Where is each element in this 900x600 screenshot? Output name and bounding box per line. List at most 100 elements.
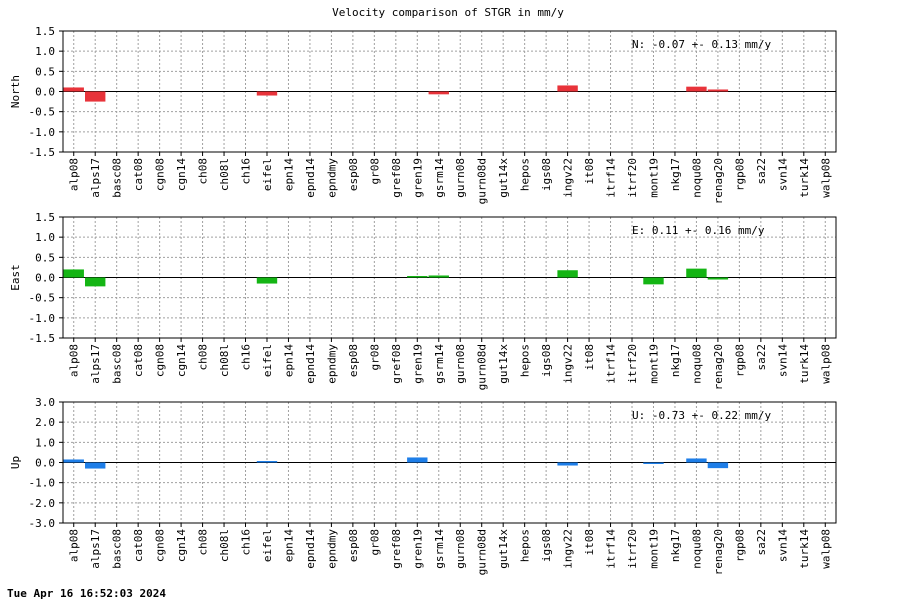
bar-ingv22 <box>557 270 578 278</box>
x-tick-label: ch08l <box>218 529 231 562</box>
bar-alps17 <box>85 462 106 469</box>
x-tick-label: it08 <box>583 158 596 185</box>
panel-east: 1.5 1.0 0.5 0.0 -0.5 -1.0 -1.5 alp08 alps17 basc0… <box>9 211 837 390</box>
x-tick-label: gref08 <box>390 158 403 198</box>
y-tick-label: 3.0 <box>35 396 55 409</box>
y-tick-label: 2.0 <box>35 416 55 429</box>
x-tick-label: epnd14 <box>304 158 317 198</box>
y-tick-label: 1.0 <box>35 436 55 449</box>
x-tick-label: cat08 <box>132 529 145 562</box>
x-tick-label: alp08 <box>68 158 81 191</box>
x-tick-label: mont19 <box>647 344 660 384</box>
chart-title: Velocity comparison of STGR in mm/y <box>332 6 564 19</box>
x-tick-label: gurn08d <box>476 344 489 390</box>
x-tick-label: turk14 <box>798 344 811 384</box>
x-tick-label: nkg17 <box>669 158 682 191</box>
x-tick-label: epndmy <box>325 158 338 198</box>
x-tick-label: alps17 <box>89 529 102 569</box>
y-tick-label: 1.0 <box>35 231 55 244</box>
x-tick-label: gurn08 <box>454 529 467 569</box>
plot-frame <box>62 30 837 153</box>
y-tick-label: -1.0 <box>29 477 56 490</box>
bar-ingv22 <box>557 85 578 92</box>
x-tick-label: gr08 <box>368 344 381 371</box>
x-tick-label: ch08 <box>197 158 210 185</box>
bar-noqu08 <box>686 268 707 278</box>
x-tick-label: cat08 <box>132 344 145 377</box>
x-tick-label: cgn08 <box>154 344 167 377</box>
x-tick-label: gref08 <box>390 344 403 384</box>
y-tick-label: 0.5 <box>35 65 55 78</box>
x-tick-label: walp08 <box>819 529 832 569</box>
panels-group: 1.5 1.0 0.5 0.0 -0.5 -1.0 -1.5 alp08 alps17 basc0… <box>9 25 837 575</box>
x-tick-label: gurn08 <box>454 344 467 384</box>
x-tick-label: eifel <box>261 158 274 191</box>
x-tick-label: ch16 <box>240 344 253 371</box>
panel-north: 1.5 1.0 0.5 0.0 -0.5 -1.0 -1.5 alp08 alps17 basc0… <box>9 25 837 204</box>
x-tick-label: epnd14 <box>304 529 317 569</box>
x-tick-label: nkg17 <box>669 344 682 377</box>
x-tick-label: itrf20 <box>626 529 639 569</box>
x-tick-label: itrf14 <box>605 158 618 198</box>
bar-alps17 <box>85 91 106 102</box>
y-axis-label: East <box>9 264 22 291</box>
x-tick-label: turk14 <box>798 158 811 198</box>
x-tick-label: rgp08 <box>733 158 746 191</box>
summary-annotation: N: -0.07 +- 0.13 mm/y <box>632 38 771 51</box>
x-tick-label: gr08 <box>368 529 381 556</box>
bar-noqu08 <box>686 458 707 463</box>
x-tick-label: gref08 <box>390 529 403 569</box>
x-tick-label: nkg17 <box>669 529 682 562</box>
x-tick-label: eifel <box>261 529 274 562</box>
bar-gsrm14 <box>428 91 449 95</box>
bar-alp08 <box>63 459 84 463</box>
y-tick-label: 0.0 <box>35 457 55 470</box>
bar-renag20 <box>707 89 729 92</box>
x-tick-label: walp08 <box>819 344 832 384</box>
x-tick-label: gurn08 <box>454 158 467 198</box>
x-tick-label: it08 <box>583 344 596 371</box>
x-tick-label: hepos <box>519 158 532 191</box>
x-tick-label: gut14x <box>497 344 510 384</box>
bar-gsrm14 <box>428 275 449 278</box>
bar-alp08 <box>63 87 84 92</box>
x-tick-label: mont19 <box>647 529 660 569</box>
bar-ingv22 <box>557 462 578 466</box>
x-tick-label: cgn14 <box>175 158 188 191</box>
x-tick-label: svn14 <box>776 158 789 191</box>
x-tick-label: noqu08 <box>690 344 703 384</box>
bar-alps17 <box>85 277 106 287</box>
x-tick-label: ch08l <box>218 158 231 191</box>
x-tick-label: ch08l <box>218 344 231 377</box>
bar-mont19 <box>643 277 664 285</box>
x-tick-label: ch08 <box>197 529 210 556</box>
x-tick-label: gut14x <box>497 158 510 198</box>
x-tick-label: gren19 <box>411 344 424 384</box>
y-tick-label: -1.0 <box>29 312 56 325</box>
x-tick-label: itrf20 <box>626 158 639 198</box>
x-tick-label: hepos <box>519 529 532 562</box>
x-tick-label: turk14 <box>798 529 811 569</box>
x-tick-label: mont19 <box>647 158 660 198</box>
x-tick-label: renag20 <box>712 344 725 390</box>
bar-eifel <box>256 461 278 463</box>
x-tick-label: cat08 <box>132 158 145 191</box>
x-tick-label: ingv22 <box>562 529 575 569</box>
x-tick-label: gsrm14 <box>433 158 446 198</box>
x-tick-label: gren19 <box>411 158 424 198</box>
x-tick-label: rgp08 <box>733 344 746 377</box>
bar-noqu08 <box>686 86 707 92</box>
x-tick-label: renag20 <box>712 529 725 575</box>
x-tick-label: igs08 <box>540 158 553 191</box>
x-tick-label: igs08 <box>540 344 553 377</box>
x-tick-label: svn14 <box>776 529 789 562</box>
y-tick-label: 1.5 <box>35 25 55 38</box>
x-tick-label: epn14 <box>282 529 295 562</box>
x-tick-label: sa22 <box>755 158 768 185</box>
bar-alp08 <box>63 269 84 278</box>
plot-frame <box>62 401 837 524</box>
x-tick-label: cgn14 <box>175 344 188 377</box>
x-tick-label: rgp08 <box>733 529 746 562</box>
summary-annotation: E: 0.11 +- 0.16 mm/y <box>632 224 765 237</box>
